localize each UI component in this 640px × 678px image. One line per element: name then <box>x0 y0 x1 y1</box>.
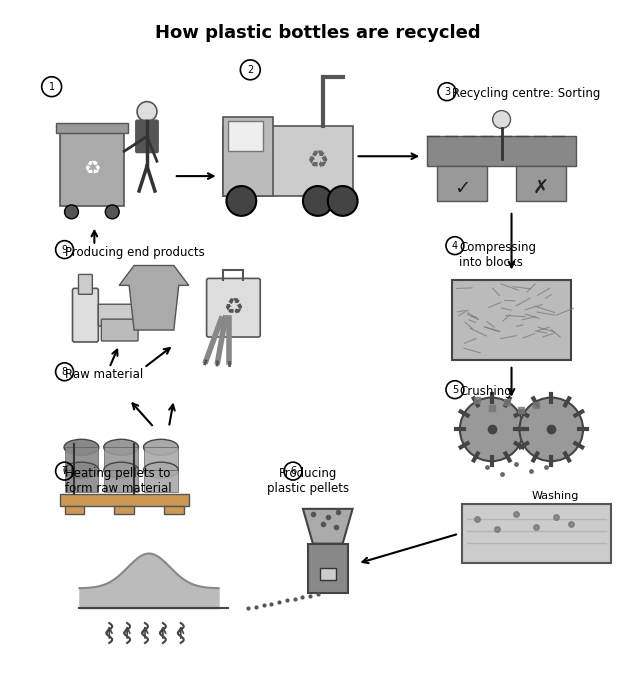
FancyBboxPatch shape <box>144 470 178 492</box>
Circle shape <box>520 397 583 461</box>
FancyBboxPatch shape <box>452 281 571 360</box>
FancyBboxPatch shape <box>65 447 99 469</box>
FancyBboxPatch shape <box>60 494 189 506</box>
Ellipse shape <box>64 462 99 478</box>
Text: 1: 1 <box>49 82 54 92</box>
Text: Producing
plastic pellets: Producing plastic pellets <box>267 467 349 495</box>
FancyBboxPatch shape <box>164 506 184 514</box>
Text: Compressing
into blocks: Compressing into blocks <box>459 241 536 268</box>
FancyBboxPatch shape <box>207 279 260 337</box>
FancyBboxPatch shape <box>56 123 128 134</box>
Text: 4: 4 <box>452 241 458 251</box>
Text: ♻: ♻ <box>223 298 243 318</box>
Text: ✗: ✗ <box>533 178 550 197</box>
Text: 3: 3 <box>444 87 450 97</box>
Circle shape <box>328 186 358 216</box>
Text: Producing end products: Producing end products <box>65 245 204 258</box>
Text: 6: 6 <box>290 466 296 476</box>
Text: How plastic bottles are recycled: How plastic bottles are recycled <box>155 24 481 42</box>
Polygon shape <box>119 266 189 330</box>
Circle shape <box>493 111 511 128</box>
Circle shape <box>106 205 119 219</box>
FancyBboxPatch shape <box>114 506 134 514</box>
FancyBboxPatch shape <box>104 447 138 469</box>
Text: Washing: Washing <box>531 491 579 501</box>
Ellipse shape <box>104 439 138 455</box>
FancyBboxPatch shape <box>427 136 576 166</box>
Text: Crushing: Crushing <box>459 384 511 398</box>
Circle shape <box>137 102 157 121</box>
Ellipse shape <box>104 462 138 478</box>
Ellipse shape <box>143 462 179 478</box>
Polygon shape <box>303 509 353 544</box>
FancyBboxPatch shape <box>60 132 124 206</box>
FancyBboxPatch shape <box>79 275 92 294</box>
FancyBboxPatch shape <box>516 166 566 201</box>
Text: ✓: ✓ <box>454 178 470 197</box>
Text: Raw material: Raw material <box>65 367 143 381</box>
Text: 2: 2 <box>247 65 253 75</box>
Text: 9: 9 <box>61 245 68 255</box>
Text: Heating pellets to
form raw material: Heating pellets to form raw material <box>65 467 171 495</box>
Text: Recycling centre: Sorting: Recycling centre: Sorting <box>452 87 600 100</box>
FancyBboxPatch shape <box>228 121 263 151</box>
Circle shape <box>460 397 524 461</box>
FancyBboxPatch shape <box>462 504 611 563</box>
Circle shape <box>65 205 79 219</box>
Text: ♻: ♻ <box>307 149 329 173</box>
FancyBboxPatch shape <box>104 470 138 492</box>
FancyBboxPatch shape <box>65 506 84 514</box>
FancyBboxPatch shape <box>135 119 159 153</box>
Text: 7: 7 <box>61 466 68 476</box>
FancyBboxPatch shape <box>99 304 140 326</box>
FancyBboxPatch shape <box>437 166 486 201</box>
Text: 5: 5 <box>452 384 458 395</box>
FancyBboxPatch shape <box>223 126 353 196</box>
Circle shape <box>227 186 256 216</box>
Ellipse shape <box>64 439 99 455</box>
Ellipse shape <box>143 439 179 455</box>
FancyBboxPatch shape <box>320 568 336 580</box>
FancyBboxPatch shape <box>101 319 138 341</box>
Circle shape <box>303 186 333 216</box>
FancyBboxPatch shape <box>223 117 273 196</box>
FancyBboxPatch shape <box>308 544 348 593</box>
Text: 8: 8 <box>61 367 68 377</box>
FancyBboxPatch shape <box>65 470 99 492</box>
Text: ♻: ♻ <box>83 159 100 178</box>
FancyBboxPatch shape <box>144 447 178 469</box>
FancyBboxPatch shape <box>72 288 99 342</box>
